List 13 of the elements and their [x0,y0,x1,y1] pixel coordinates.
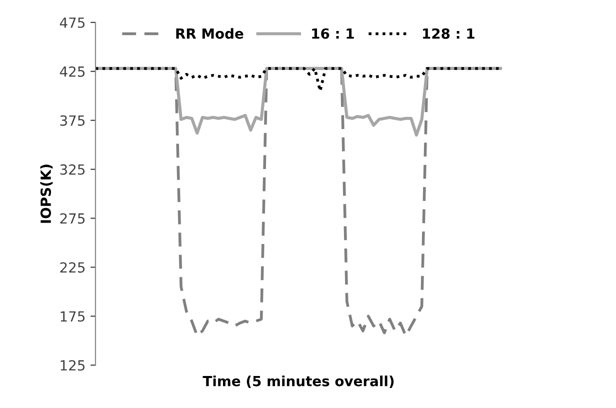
legend-label: 128 : 1 [423,28,474,39]
y-tick-label: 425 [60,66,85,77]
legend-label: RR Mode [176,28,244,39]
legend-label: 16 : 1 [312,28,354,39]
y-tick-label: 325 [60,164,85,175]
y-tick-label: 475 [60,18,85,28]
x-axis-title: Time (5 minutes overall) [202,376,394,388]
y-tick-label: 275 [60,213,85,224]
y-tick-label: 125 [60,360,85,371]
y-tick-label: 225 [60,262,85,273]
y-axis-title: IOPS(K) [40,164,53,223]
y-tick-label: 175 [60,311,85,322]
y-tick-label: 375 [60,115,85,126]
